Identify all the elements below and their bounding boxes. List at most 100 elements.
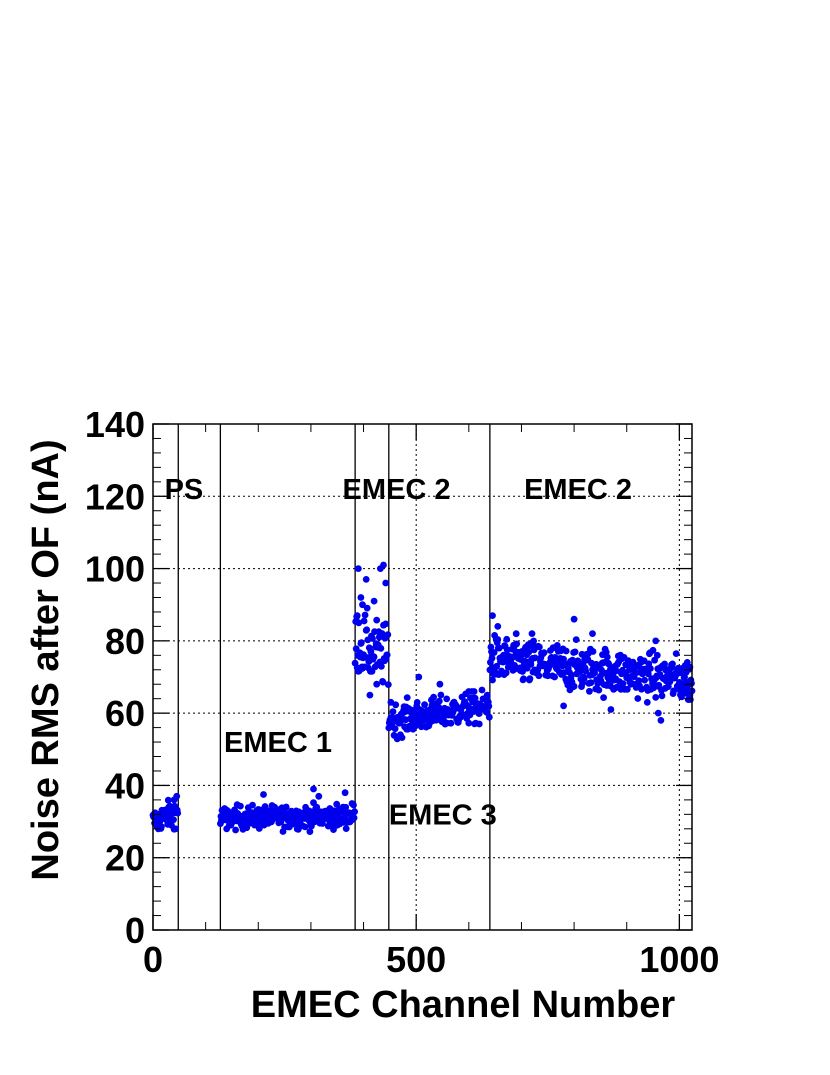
data-point xyxy=(470,688,478,695)
data-point xyxy=(490,649,498,656)
grid-lines xyxy=(153,424,692,930)
data-point xyxy=(373,616,381,624)
data-point xyxy=(359,601,366,609)
region-label: EMEC 2 xyxy=(524,474,632,506)
data-point xyxy=(341,789,349,797)
data-point xyxy=(535,672,543,680)
data-point xyxy=(551,673,558,681)
data-point xyxy=(174,809,182,817)
data-point xyxy=(402,724,410,731)
data-point xyxy=(281,823,288,831)
data-point xyxy=(277,818,285,826)
y-tick-label: 40 xyxy=(105,765,145,806)
y-tick-label: 80 xyxy=(105,621,145,662)
data-point xyxy=(672,650,680,657)
data-point xyxy=(383,651,391,659)
data-point xyxy=(397,731,404,739)
region-label: PS xyxy=(165,474,204,506)
data-point xyxy=(232,826,240,834)
data-point xyxy=(358,639,365,647)
data-point xyxy=(600,694,607,701)
data-point xyxy=(638,685,645,693)
data-point xyxy=(513,640,521,648)
data-point xyxy=(657,717,665,724)
data-point xyxy=(366,691,374,699)
data-point xyxy=(494,623,502,630)
data-point xyxy=(571,648,579,656)
tick-labels: 0 20 40 60 80 100 120 140 0 500 1000 xyxy=(85,404,719,980)
data-point xyxy=(350,814,358,822)
data-point xyxy=(282,803,290,811)
data-point xyxy=(447,719,455,727)
data-point xyxy=(237,802,244,810)
data-point xyxy=(370,653,378,661)
data-point xyxy=(301,823,309,831)
data-point xyxy=(653,651,661,659)
data-point xyxy=(540,649,548,656)
data-point xyxy=(670,687,677,695)
data-point xyxy=(415,673,423,681)
data-point xyxy=(560,669,568,676)
data-point xyxy=(526,675,534,683)
data-point xyxy=(612,667,620,675)
data-point xyxy=(495,644,503,652)
data-point xyxy=(354,565,362,572)
data-point xyxy=(362,576,370,583)
data-point xyxy=(607,706,615,713)
data-point xyxy=(223,825,231,833)
region-boundaries xyxy=(177,424,491,930)
y-tick-label: 100 xyxy=(85,549,145,590)
data-point xyxy=(678,693,685,701)
data-point xyxy=(623,685,631,693)
data-point xyxy=(436,680,444,688)
data-point xyxy=(363,604,371,612)
data-point xyxy=(164,796,172,804)
data-point xyxy=(478,686,486,694)
y-tick-label: 0 xyxy=(125,910,145,951)
data-point xyxy=(310,785,317,793)
data-points xyxy=(149,561,696,835)
data-point xyxy=(661,660,668,668)
data-point xyxy=(342,825,350,832)
data-point xyxy=(485,713,493,721)
data-point xyxy=(260,791,267,798)
data-point xyxy=(421,701,428,709)
data-point xyxy=(570,615,578,623)
data-point xyxy=(643,699,651,706)
data-point xyxy=(669,660,676,668)
y-tick-label: 20 xyxy=(105,838,145,879)
y-tick-label: 60 xyxy=(105,693,145,734)
x-tick-label: 0 xyxy=(143,939,163,980)
data-point xyxy=(471,694,479,702)
data-point xyxy=(160,807,167,815)
axis-ticks xyxy=(152,423,692,931)
data-point xyxy=(465,719,473,727)
data-point xyxy=(435,697,443,705)
data-point xyxy=(173,792,181,800)
data-point xyxy=(681,673,688,681)
region-label: EMEC 3 xyxy=(389,799,497,831)
data-point xyxy=(589,630,596,637)
data-point xyxy=(652,694,660,701)
data-point xyxy=(437,691,445,699)
data-point xyxy=(319,820,326,827)
data-point xyxy=(587,679,595,687)
data-point xyxy=(382,620,390,628)
data-point xyxy=(562,647,570,655)
data-point xyxy=(384,631,392,639)
data-point xyxy=(351,808,358,816)
data-point xyxy=(363,626,371,634)
data-point xyxy=(589,648,597,655)
data-point xyxy=(382,579,390,587)
data-point xyxy=(373,680,381,688)
data-point xyxy=(576,668,584,675)
data-point xyxy=(361,611,369,619)
data-point xyxy=(387,698,395,706)
data-point xyxy=(603,653,611,661)
data-point xyxy=(170,816,177,824)
data-point xyxy=(658,692,666,700)
data-point xyxy=(369,635,376,642)
data-point xyxy=(315,792,323,800)
y-axis-title: Noise RMS after OF (nA) xyxy=(25,439,67,880)
